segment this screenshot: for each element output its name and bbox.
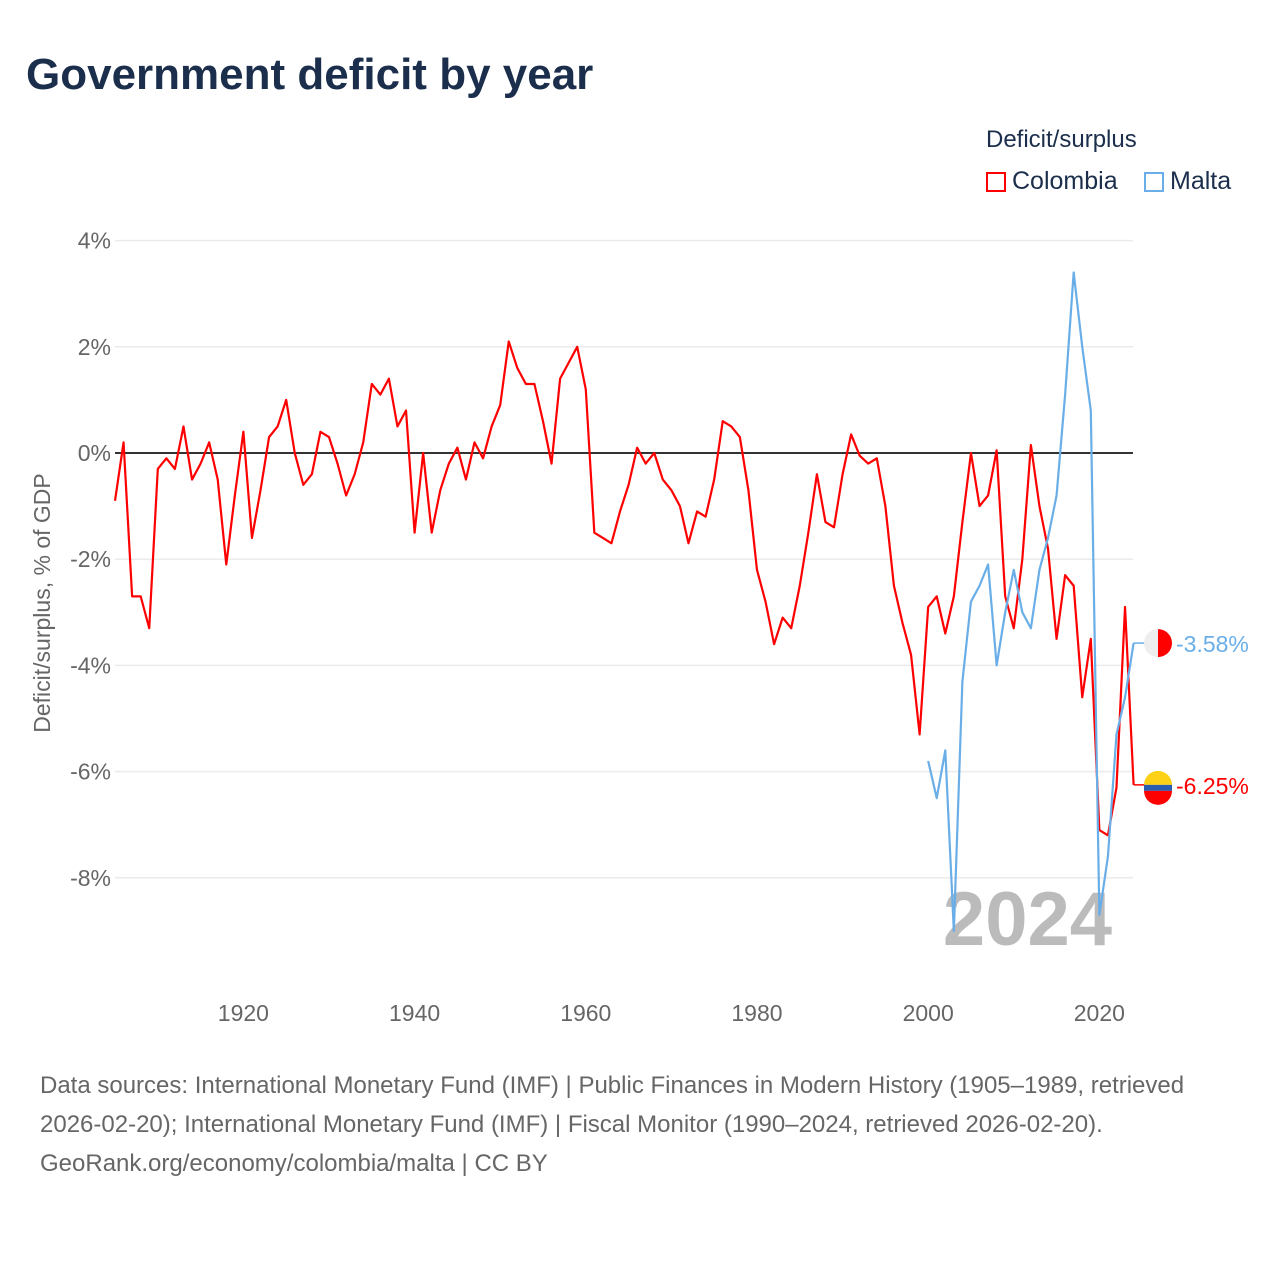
x-tick-label: 2000 [903,1000,954,1026]
end-value-label: -3.58% [1176,631,1249,657]
series-line-malta [927,271,1135,933]
year-watermark: 2024 [943,877,1112,962]
x-tick-label: 2020 [1074,1000,1125,1026]
x-tick-label: 1960 [560,1000,611,1026]
data-sources: Data sources: International Monetary Fun… [40,1072,1185,1138]
flag-malta-icon [1144,629,1158,658]
x-tick-label: 1980 [731,1000,782,1026]
end-value-label: -6.25% [1176,773,1249,799]
y-tick-label: 2% [78,334,111,360]
y-tick-label: 0% [78,440,111,466]
x-tick-label: 1920 [218,1000,269,1026]
legend-label: Malta [1170,167,1232,195]
y-tick-label: -4% [70,652,111,678]
series-line-colombia [113,340,1135,837]
legend-item-colombia[interactable]: Colombia [986,167,1118,196]
legend-label: Colombia [1012,167,1118,195]
page-title: Government deficit by year [26,50,594,99]
y-tick-label: -2% [70,546,111,572]
flag-malta-icon [1158,629,1172,658]
x-tick-label: 1940 [389,1000,440,1026]
flag-colombia-icon [1144,790,1172,805]
flag-colombia-icon [1144,770,1172,785]
footer: Data sources: International Monetary Fun… [40,1066,1250,1183]
legend-swatch [1144,171,1164,192]
y-axis-label: Deficit/surplus, % of GDP [29,473,55,732]
legend-swatch [986,171,1006,192]
y-tick-label: -6% [70,759,111,785]
y-tick-label: -8% [70,865,111,891]
flag-colombia-icon [1144,784,1172,791]
legend-title: Deficit/surplus [986,126,1137,153]
credit-link[interactable]: GeoRank.org/economy/colombia/malta | CC … [40,1150,548,1177]
legend-item-malta[interactable]: Malta [1144,167,1231,196]
y-tick-label: 4% [78,228,111,254]
